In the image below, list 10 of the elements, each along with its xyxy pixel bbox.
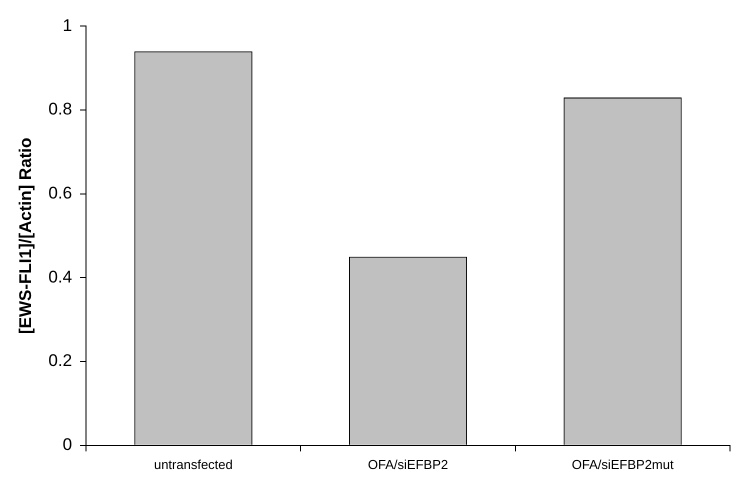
x-tick-label: OFA/siEFBP2mut: [572, 456, 674, 472]
y-tick-label: 0.4: [48, 267, 72, 286]
y-tick-label: 0.6: [48, 184, 72, 203]
x-tick-label: OFA/siEFBP2: [368, 456, 448, 472]
y-tick-label: 0.8: [48, 100, 72, 119]
y-tick-label: 0.2: [48, 351, 72, 370]
y-axis-title: [EWS-FLI1]/[Actin] Ratio: [16, 138, 35, 334]
y-tick-label: 0: [62, 435, 72, 454]
y-tick-label: 1: [62, 16, 72, 35]
x-tick-label: untransfected: [154, 456, 233, 472]
